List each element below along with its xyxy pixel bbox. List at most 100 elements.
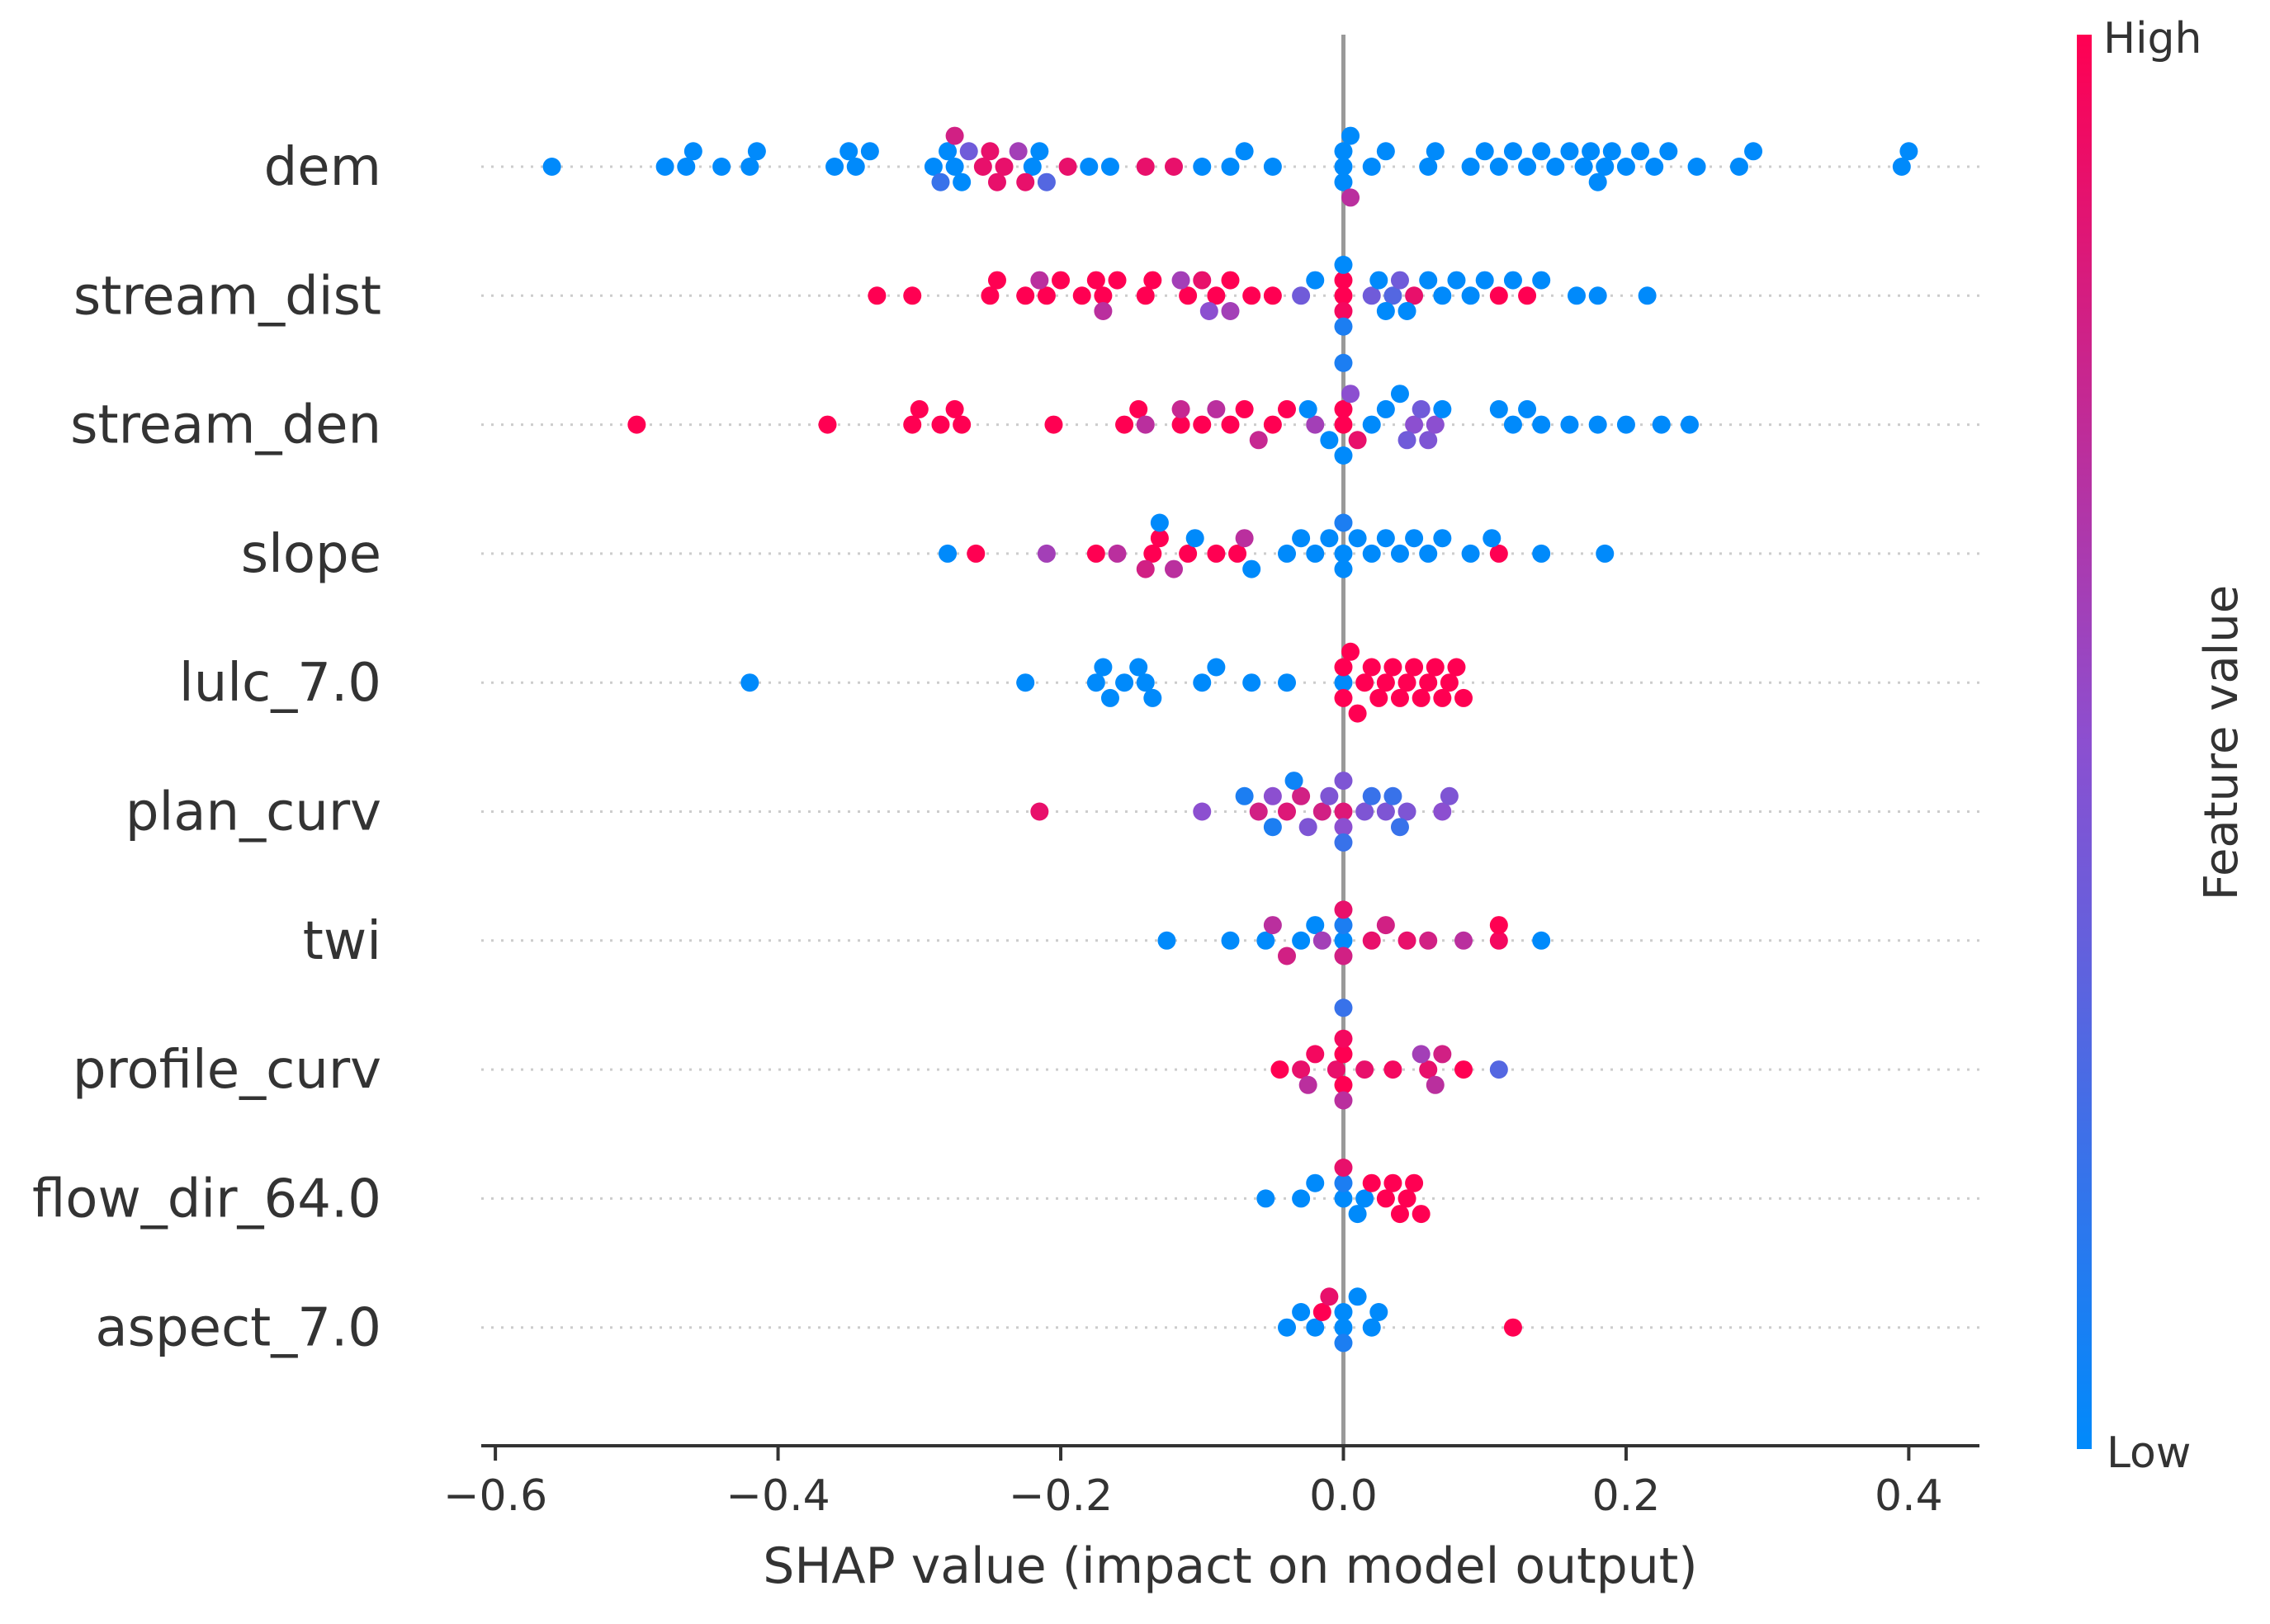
shap-point bbox=[1100, 158, 1119, 176]
shap-point bbox=[1320, 786, 1339, 805]
shap-point bbox=[1334, 158, 1353, 176]
shap-point bbox=[1433, 1045, 1452, 1064]
shap-point bbox=[1086, 544, 1105, 563]
shap-point bbox=[1263, 818, 1282, 837]
shap-point bbox=[1030, 142, 1049, 161]
shap-point bbox=[1129, 658, 1148, 677]
shap-point bbox=[1546, 158, 1565, 176]
shap-point bbox=[1030, 802, 1049, 821]
shap-point bbox=[1298, 1075, 1317, 1094]
shap-point bbox=[1397, 673, 1416, 692]
shap-point bbox=[1334, 931, 1353, 950]
shap-point bbox=[1475, 271, 1494, 290]
shap-point bbox=[1602, 142, 1621, 161]
shap-point bbox=[1532, 271, 1551, 290]
shap-point bbox=[1179, 286, 1198, 305]
shap-point bbox=[1447, 271, 1466, 290]
shap-point bbox=[981, 286, 1000, 305]
shap-point bbox=[1334, 415, 1353, 434]
shap-point bbox=[1461, 286, 1480, 305]
shap-point bbox=[1334, 1159, 1353, 1177]
shap-point bbox=[1221, 158, 1240, 176]
feature-gridlines bbox=[481, 165, 1979, 1329]
shap-point bbox=[1115, 673, 1134, 692]
shap-point bbox=[1440, 673, 1459, 692]
shap-point bbox=[1284, 772, 1303, 791]
shap-point bbox=[825, 158, 844, 176]
shap-point bbox=[1362, 415, 1381, 434]
feature-label: dem bbox=[264, 137, 381, 198]
shap-point bbox=[740, 673, 759, 692]
shap-point bbox=[1362, 786, 1381, 805]
shap-point bbox=[1044, 415, 1063, 434]
shap-point bbox=[1574, 158, 1593, 176]
shap-point bbox=[1334, 658, 1353, 677]
shap-point bbox=[1016, 172, 1035, 191]
shap-point bbox=[1193, 271, 1212, 290]
shap-point bbox=[1355, 802, 1374, 821]
shap-point bbox=[1729, 158, 1748, 176]
shap-point bbox=[1348, 704, 1367, 723]
shap-point bbox=[1518, 286, 1537, 305]
shap-point bbox=[1235, 529, 1254, 548]
shap-point bbox=[1334, 399, 1353, 418]
shap-point bbox=[1376, 399, 1395, 418]
shap-point bbox=[1009, 142, 1028, 161]
x-axis: −0.6 −0.4 −0.2 0.0 0.2 0.4 bbox=[443, 1444, 1979, 1521]
shap-point bbox=[1108, 271, 1127, 290]
shap-point bbox=[1207, 544, 1226, 563]
shap-point bbox=[1362, 544, 1381, 563]
shap-point bbox=[1489, 916, 1508, 935]
shap-point bbox=[1334, 916, 1353, 935]
shap-point bbox=[1362, 158, 1381, 176]
shap-point bbox=[1221, 271, 1240, 290]
shap-point bbox=[1412, 688, 1431, 707]
shap-point bbox=[1369, 271, 1388, 290]
feature-label: stream_dist bbox=[73, 266, 381, 327]
shap-point bbox=[1263, 158, 1282, 176]
shap-point bbox=[1560, 415, 1579, 434]
shap-point bbox=[1397, 302, 1416, 320]
shap-point bbox=[1426, 142, 1445, 161]
shap-point bbox=[1419, 431, 1438, 450]
shap-point bbox=[1292, 529, 1311, 548]
shap-point bbox=[1390, 1205, 1409, 1224]
shap-point bbox=[1397, 931, 1416, 950]
shap-point bbox=[1058, 158, 1077, 176]
shap-point bbox=[1136, 415, 1155, 434]
shap-point bbox=[981, 142, 1000, 161]
feature-label: flow_dir_64.0 bbox=[32, 1168, 381, 1230]
shap-point bbox=[1405, 529, 1424, 548]
shap-point bbox=[1376, 1189, 1395, 1208]
shap-point bbox=[1397, 802, 1416, 821]
shap-point bbox=[973, 158, 992, 176]
x-tick-label: 0.0 bbox=[1309, 1471, 1378, 1521]
shap-point bbox=[1334, 1091, 1353, 1110]
shap-point bbox=[1582, 142, 1601, 161]
shap-point bbox=[1348, 1205, 1367, 1224]
shap-point bbox=[1306, 1173, 1325, 1192]
shap-point bbox=[1263, 415, 1282, 434]
shap-point bbox=[1383, 1060, 1402, 1079]
shap-point bbox=[839, 142, 858, 161]
shap-point bbox=[1412, 1045, 1431, 1064]
shap-point bbox=[931, 172, 950, 191]
shap-point bbox=[1362, 1173, 1381, 1192]
shap-point bbox=[903, 286, 922, 305]
shap-point bbox=[1616, 415, 1635, 434]
shap-point bbox=[1419, 673, 1438, 692]
shap-point bbox=[1334, 998, 1353, 1017]
shap-point bbox=[1334, 1075, 1353, 1094]
shap-point bbox=[1150, 529, 1169, 548]
shap-point bbox=[1489, 286, 1508, 305]
shap-point bbox=[1298, 399, 1317, 418]
shap-point bbox=[740, 158, 759, 176]
shap-point bbox=[1560, 142, 1579, 161]
shap-point bbox=[1037, 172, 1056, 191]
shap-point bbox=[1489, 544, 1508, 563]
shap-point bbox=[1892, 158, 1911, 176]
shap-point bbox=[1383, 658, 1402, 677]
shap-point bbox=[1334, 172, 1353, 191]
shap-point bbox=[945, 126, 964, 145]
shap-point bbox=[1334, 673, 1353, 692]
